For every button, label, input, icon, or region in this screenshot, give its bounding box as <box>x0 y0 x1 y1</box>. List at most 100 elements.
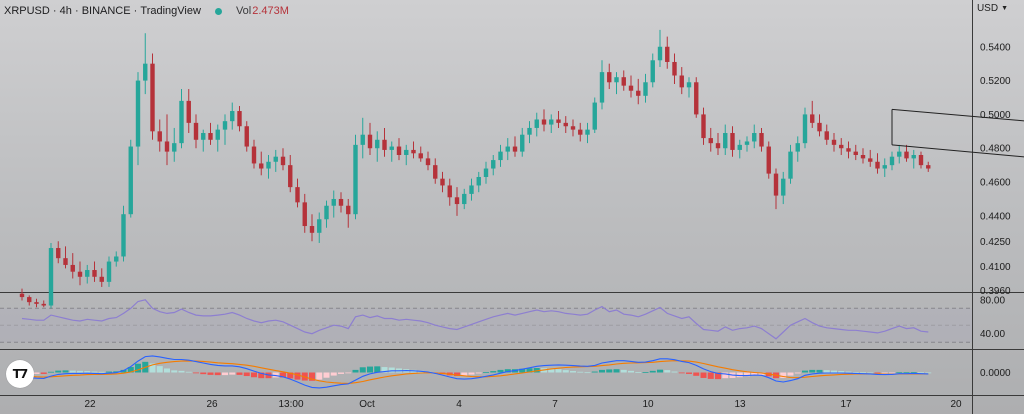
time-tick-label: 4 <box>456 399 462 410</box>
candle-down <box>701 114 706 139</box>
rsi-tick-label: 40.00 <box>980 329 1005 340</box>
macd-histogram-bar <box>280 372 286 378</box>
macd-histogram-bar <box>678 372 685 374</box>
candle-up <box>114 256 119 262</box>
interval-label[interactable]: 4h <box>59 5 72 17</box>
candle-up <box>534 119 539 128</box>
candle-down <box>556 119 561 123</box>
price-tick-label: 0.4100 <box>980 262 1011 273</box>
candle-up <box>317 219 322 233</box>
macd-histogram-bar <box>664 370 671 373</box>
channel-upper-line[interactable] <box>891 108 1024 150</box>
macd-histogram-bar <box>570 371 576 373</box>
separator: · <box>52 5 57 17</box>
macd-histogram-bar <box>896 372 903 374</box>
macd-histogram-bar <box>657 369 663 373</box>
candle-up <box>889 156 895 166</box>
macd-histogram-bar <box>149 363 156 373</box>
candle-up <box>505 146 510 152</box>
candle-up <box>121 214 126 257</box>
macd-histogram-bar <box>686 372 692 374</box>
symbol-name[interactable]: XRPUSD <box>4 5 50 17</box>
candle-up <box>650 60 655 83</box>
candle-up <box>462 193 467 205</box>
candle-down <box>563 122 568 127</box>
macd-histogram-bar <box>381 367 388 373</box>
time-tick-label: 20 <box>950 399 962 410</box>
candle-down <box>70 264 75 272</box>
macd-histogram-bar <box>374 366 381 373</box>
macd-histogram-bar <box>483 372 489 373</box>
macd-histogram-bar <box>91 371 98 373</box>
macd-histogram-bar <box>40 372 47 374</box>
macd-histogram-bar <box>533 368 540 373</box>
macd-histogram-bar <box>838 371 845 373</box>
candle-down <box>288 165 293 188</box>
macd-histogram-bar <box>69 370 76 373</box>
macd-histogram-bar <box>367 366 373 373</box>
candle-up <box>222 121 228 130</box>
candle-down <box>164 141 170 152</box>
candle-down <box>628 85 634 91</box>
macd-histogram-bar <box>461 372 468 376</box>
candle-up <box>527 127 532 135</box>
macd-histogram-bar <box>272 372 279 378</box>
candle-down <box>411 149 416 154</box>
candle-up <box>657 46 663 61</box>
candle-down <box>346 205 351 215</box>
candle-up <box>375 139 380 149</box>
candle-up <box>911 155 916 159</box>
macd-histogram-bar <box>127 367 134 373</box>
candle-up <box>179 100 184 144</box>
macd-histogram-bar <box>823 370 830 373</box>
macd-histogram-bar <box>294 372 301 380</box>
symbol-header[interactable]: XRPUSD · 4h · BINANCE · TradingView Vol 2… <box>4 3 289 19</box>
macd-histogram-bar <box>584 372 591 374</box>
candle-down <box>868 158 873 162</box>
macd-histogram-bar <box>229 372 236 375</box>
macd-histogram-bar <box>287 372 294 379</box>
candle-down <box>759 133 764 147</box>
macd-histogram-bar <box>388 367 395 373</box>
candle-up <box>585 129 590 135</box>
candle-down <box>302 202 307 227</box>
candle-down <box>636 90 641 96</box>
candle-up <box>737 144 742 150</box>
price-tick-label: 0.4250 <box>980 237 1011 248</box>
macd-histogram-bar <box>33 372 40 374</box>
volume-value: 2.473M <box>252 5 289 17</box>
time-tick-label: 17 <box>840 399 852 410</box>
macd-histogram-bar <box>519 368 526 373</box>
separator: · <box>74 5 79 17</box>
macd-histogram-bar <box>185 371 192 373</box>
macd-histogram-bar <box>106 371 112 373</box>
candle-down <box>824 131 829 140</box>
macd-histogram-bar <box>345 372 352 374</box>
macd-histogram-bar <box>881 372 888 374</box>
candle-up <box>324 205 329 220</box>
macd-histogram-bar <box>562 370 569 373</box>
macd-histogram-bar <box>925 372 932 374</box>
macd-histogram-bar <box>577 371 584 373</box>
candle-up <box>897 151 902 157</box>
macd-histogram-bar <box>193 372 199 374</box>
macd-histogram-bar <box>671 371 678 373</box>
candle-up <box>476 176 481 186</box>
macd-histogram-bar <box>497 369 504 373</box>
candle-up <box>781 178 786 196</box>
candle-down <box>607 72 612 83</box>
candle-down <box>447 185 452 198</box>
tradingview-logo-icon[interactable]: T7 <box>6 360 34 388</box>
currency-scale-button[interactable]: USD ▼ <box>977 3 1008 14</box>
macd-histogram-bar <box>707 372 714 379</box>
macd-histogram-bar <box>910 372 917 373</box>
candle-up <box>592 102 597 130</box>
candle-down <box>382 139 387 150</box>
channel-lower-line[interactable] <box>891 144 1024 181</box>
macd-histogram-bar <box>889 372 895 374</box>
macd-histogram-bar <box>236 372 243 375</box>
time-tick-label: Oct <box>359 399 375 410</box>
candle-up <box>389 146 394 150</box>
macd-histogram-bar <box>164 368 170 373</box>
